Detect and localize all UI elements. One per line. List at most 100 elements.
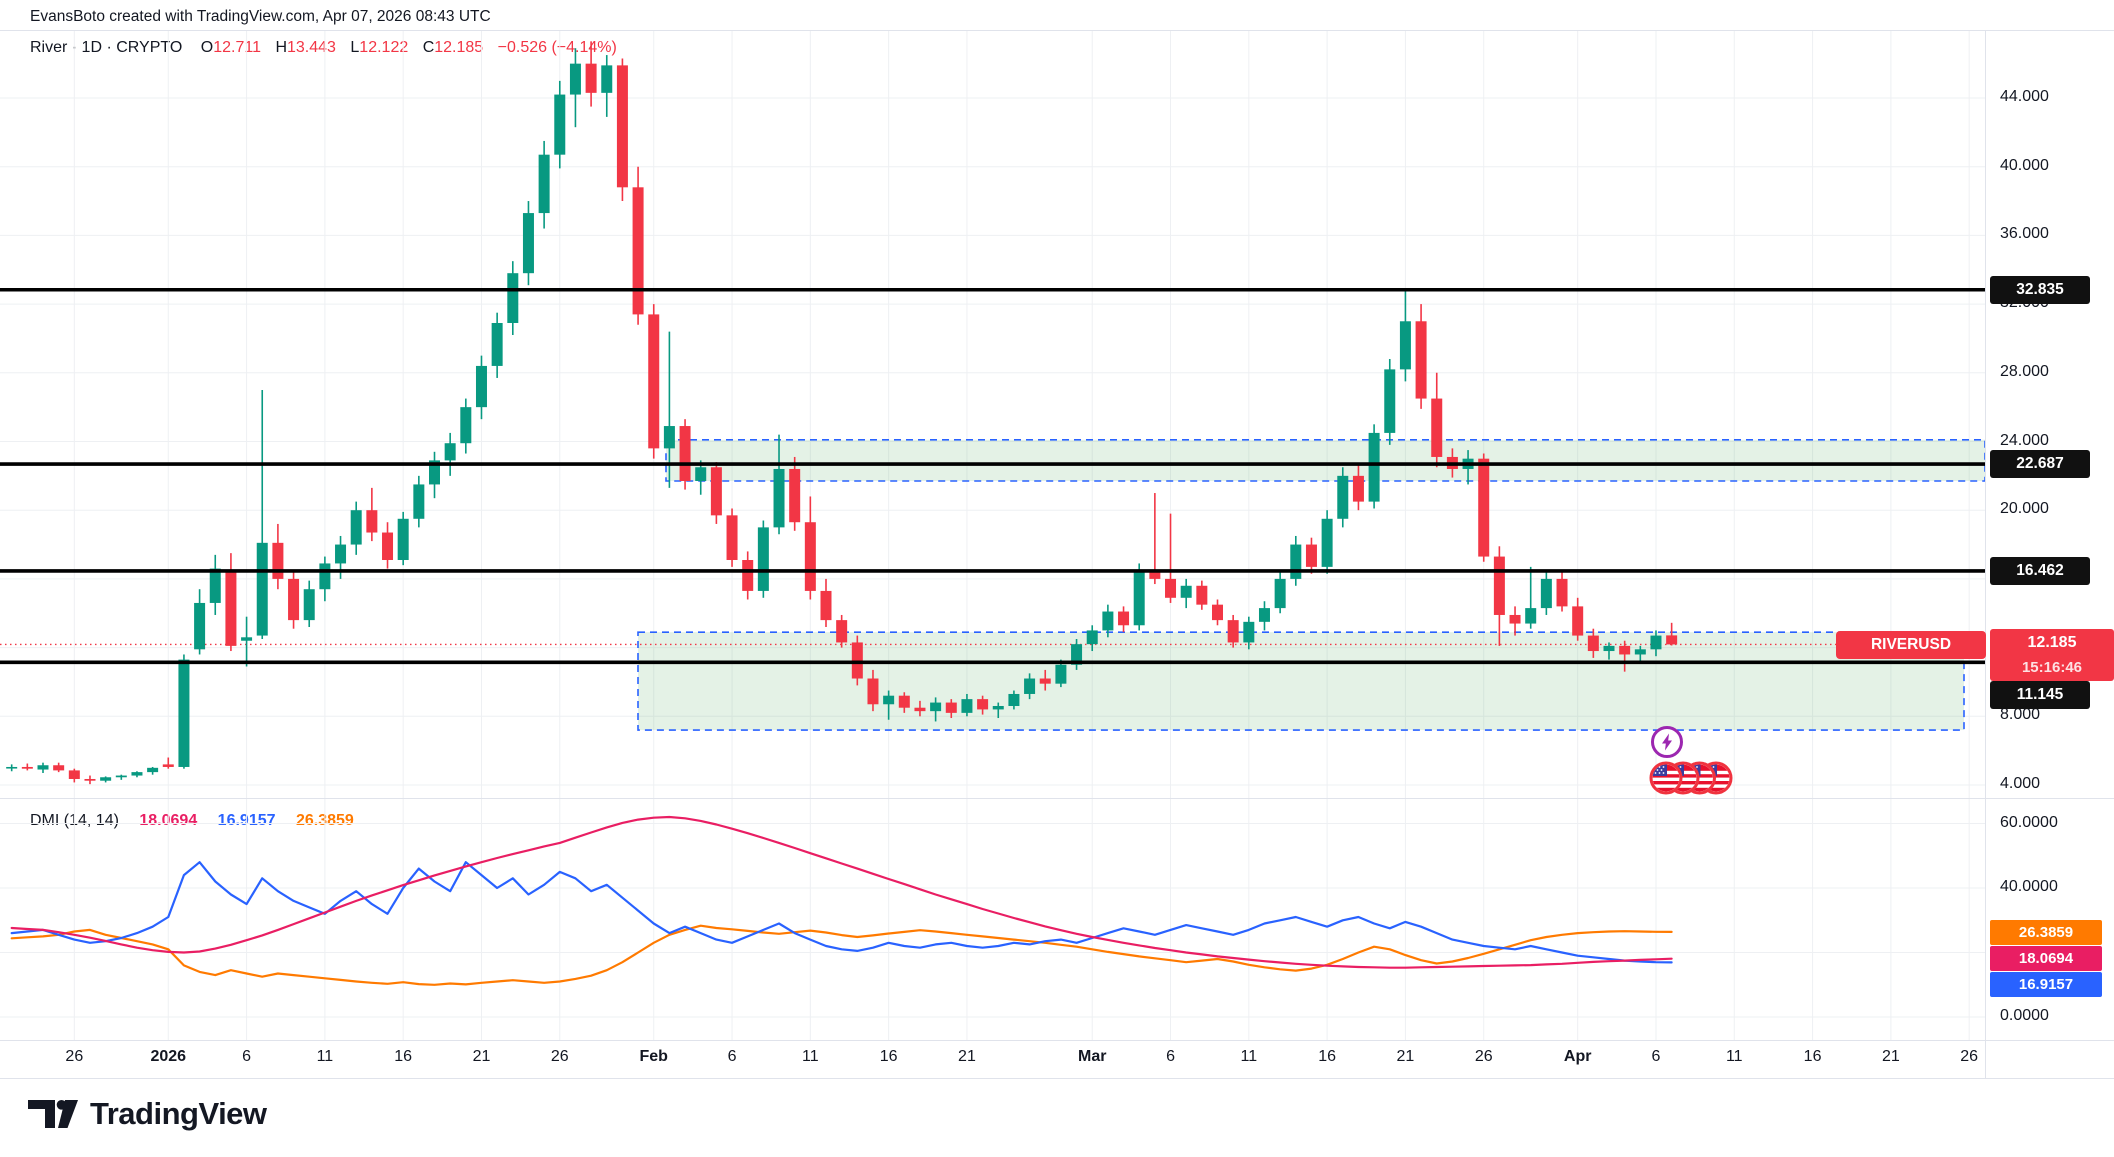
candle-body (1619, 645, 1631, 655)
candle-body (131, 772, 143, 776)
dmi-plus_di-line (10, 861, 1673, 964)
candle-body (789, 468, 801, 523)
dmi-minus_di-line (10, 924, 1673, 986)
candle-body (820, 590, 832, 621)
candle-body (1666, 635, 1678, 645)
change-value: −0.526 (−4.14%) (497, 39, 617, 56)
candle-body (1352, 475, 1364, 502)
candle-body (1055, 664, 1067, 684)
candle-body (851, 642, 863, 679)
candle-body (1305, 544, 1317, 567)
candle-body (836, 620, 848, 643)
candle-body (1368, 432, 1380, 502)
candle-body (1540, 578, 1552, 609)
ohlc-high-value: 13.443 (287, 39, 336, 56)
candle-body (569, 63, 581, 95)
candle-body (460, 407, 472, 444)
candle-body (663, 426, 675, 449)
candle-body (726, 515, 738, 561)
candle-body (1478, 458, 1490, 557)
candle-body (773, 468, 785, 528)
candle-body (100, 777, 112, 781)
candle-body (679, 426, 691, 482)
tradingview-logo-icon (28, 1100, 78, 1128)
ohlc-close-value: 12.185 (434, 39, 484, 56)
candle-body (1008, 693, 1020, 706)
ohlc-low-key: L (350, 39, 360, 56)
candle-body (147, 767, 159, 773)
candle-body (1493, 556, 1505, 615)
candle-body (914, 707, 926, 712)
tradingview-logo[interactable]: TradingView (28, 1096, 267, 1132)
candle-body (1243, 621, 1255, 643)
candle-body (162, 764, 174, 767)
symbol-title: River · 1D · CRYPTO (30, 39, 183, 56)
us-flag-events-icon[interactable] (1651, 763, 1731, 793)
candle-body (194, 602, 206, 650)
candle-body (335, 544, 347, 564)
support-zone[interactable] (637, 631, 1965, 731)
candle-body (977, 699, 989, 710)
candle-body (37, 765, 49, 770)
ohlc-high-key: H (275, 39, 287, 56)
lightning-event-icon[interactable] (1651, 726, 1683, 758)
candle-body (1556, 578, 1568, 607)
candle-body (1290, 544, 1302, 579)
candle-body (1212, 604, 1223, 621)
candle-body (1086, 630, 1098, 645)
dmi-adx-line (10, 815, 1673, 969)
candle-body (366, 510, 378, 533)
candle-body (1165, 578, 1177, 598)
candle-body (1634, 649, 1646, 655)
candle-body (632, 187, 644, 315)
candle-body (804, 522, 816, 591)
candle-body (742, 560, 754, 591)
tradingview-logo-text: TradingView (90, 1096, 267, 1131)
candle-body (178, 659, 190, 767)
candle-body (1118, 611, 1130, 626)
candle-body (319, 563, 331, 590)
resistance-zone[interactable] (665, 438, 1986, 482)
candle-body (1133, 572, 1145, 626)
candle-body (648, 314, 660, 449)
candle-body (1180, 585, 1192, 598)
candle-body (1431, 398, 1443, 457)
ohlc-open-value: 12.711 (213, 39, 261, 56)
candle-body (1071, 644, 1083, 665)
candle-body (1274, 578, 1286, 609)
candle-body (429, 460, 440, 485)
candle-body (616, 65, 628, 188)
candle-body (241, 637, 253, 641)
candle-body (961, 699, 973, 713)
candle-body (1650, 635, 1662, 650)
candle-body (1039, 678, 1051, 684)
symbol-legend[interactable]: River · 1D · CRYPTO O12.711 H13.443 L 12.… (30, 39, 617, 57)
candle-body (1572, 606, 1584, 636)
candle-body (522, 213, 534, 274)
candle-body (256, 542, 268, 636)
candle-body (209, 568, 221, 603)
candle-body (1384, 369, 1396, 433)
candle-body (1102, 611, 1114, 631)
candle-body (1603, 645, 1615, 652)
candle-body (444, 443, 456, 461)
candle-body (491, 322, 503, 366)
candle-body (992, 705, 1004, 710)
candle-body (883, 695, 895, 705)
candle-body (382, 532, 394, 561)
candle-body (601, 65, 613, 93)
ohlc-open-key: O (200, 39, 214, 56)
ohlc-close-key: C (422, 39, 435, 56)
candle-body (1227, 620, 1239, 643)
candle-body (21, 766, 33, 769)
candle-body (898, 695, 910, 708)
candle-body (1149, 572, 1161, 579)
candle-body (757, 527, 769, 591)
candle-body (6, 766, 18, 769)
candle-body (1399, 321, 1411, 370)
candle-body (413, 484, 425, 519)
candle-body (1196, 585, 1208, 605)
candle-body (225, 570, 237, 646)
